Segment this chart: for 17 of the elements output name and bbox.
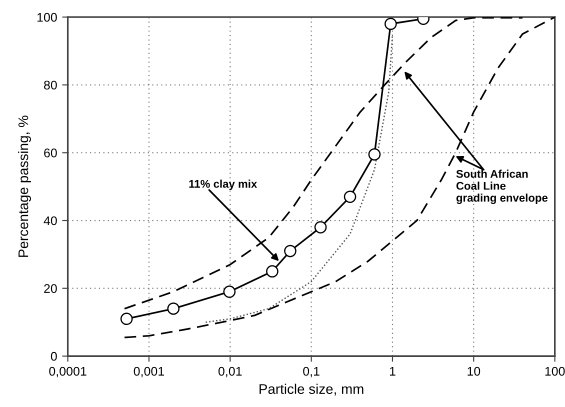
x-axis-title: Particle size, mm — [260, 384, 364, 396]
annotation: 11% clay mix — [189, 180, 258, 190]
x-tick-label: 10 — [468, 366, 480, 376]
x-tick-label: 0,0001 — [49, 366, 86, 378]
x-tick-label: 100 — [545, 366, 565, 376]
x-tick-label: 1 — [390, 367, 396, 376]
y-tick-label: 60 — [44, 148, 57, 158]
y-tick-label: 80 — [44, 80, 57, 90]
x-tick-label: 0,1 — [303, 366, 320, 378]
y-tick-label: 100 — [37, 12, 57, 22]
y-axis-title: Percentage passing, % — [18, 116, 31, 257]
annotation: South African Coal Line grading envelope — [456, 170, 548, 204]
y-tick-label: 40 — [44, 216, 57, 226]
y-tick-label: 0 — [50, 352, 57, 361]
y-tick-label: 20 — [44, 284, 57, 293]
x-tick-label: 0,001 — [134, 366, 164, 378]
x-tick-label: 0,01 — [218, 366, 242, 378]
